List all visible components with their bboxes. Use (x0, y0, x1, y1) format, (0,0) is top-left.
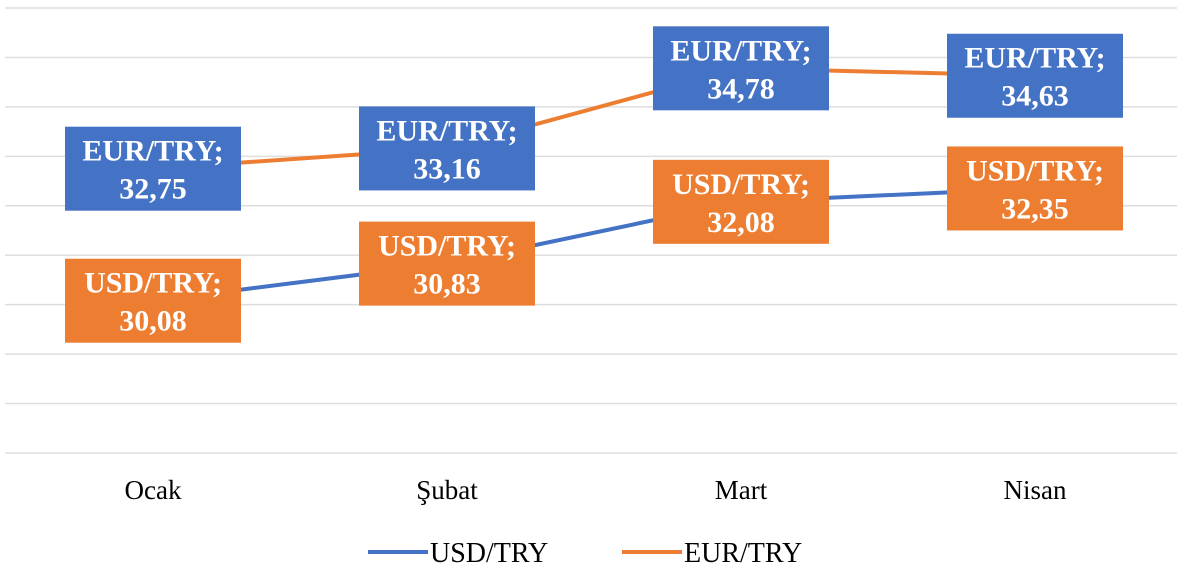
legend-label: USD/TRY (430, 538, 548, 569)
x-tick-label: Ocak (125, 475, 182, 505)
data-label-box (359, 221, 535, 306)
data-label-text: EUR/TRY; 32,75 (82, 135, 223, 206)
data-label: EUR/TRY; 33,16 (359, 106, 535, 191)
data-label: USD/TRY; 32,35 (947, 146, 1123, 231)
data-label-box (947, 33, 1123, 118)
data-label: EUR/TRY; 34,78 (653, 26, 829, 111)
x-tick-label: Şubat (416, 475, 478, 505)
x-tick-label: Mart (715, 475, 768, 505)
data-label-box (653, 26, 829, 111)
data-label: USD/TRY; 30,83 (359, 221, 535, 306)
data-label: USD/TRY; 32,08 (653, 159, 829, 244)
series-line (152, 66, 1036, 171)
data-label-text: EUR/TRY; 33,16 (376, 114, 517, 185)
data-label-box (65, 258, 241, 343)
data-label-text: USD/TRY; 32,08 (672, 168, 810, 239)
data-label-box (653, 159, 829, 244)
data-label-box (65, 126, 241, 211)
data-label-box (359, 106, 535, 191)
data-label-text: USD/TRY; 30,08 (84, 267, 222, 338)
legend-label: EUR/TRY (684, 538, 802, 569)
x-tick-label: Nisan (1004, 475, 1067, 505)
data-label-text: USD/TRY; 30,83 (378, 230, 516, 301)
data-label-box (947, 146, 1123, 231)
data-label: EUR/TRY; 34,63 (947, 33, 1123, 118)
data-label: EUR/TRY; 32,75 (65, 126, 241, 211)
series-line (152, 186, 1036, 303)
data-label: USD/TRY; 30,08 (65, 258, 241, 343)
data-label-text: EUR/TRY; 34,63 (964, 42, 1105, 113)
data-label-text: USD/TRY; 32,35 (966, 154, 1104, 225)
data-label-text: EUR/TRY; 34,78 (670, 34, 811, 105)
